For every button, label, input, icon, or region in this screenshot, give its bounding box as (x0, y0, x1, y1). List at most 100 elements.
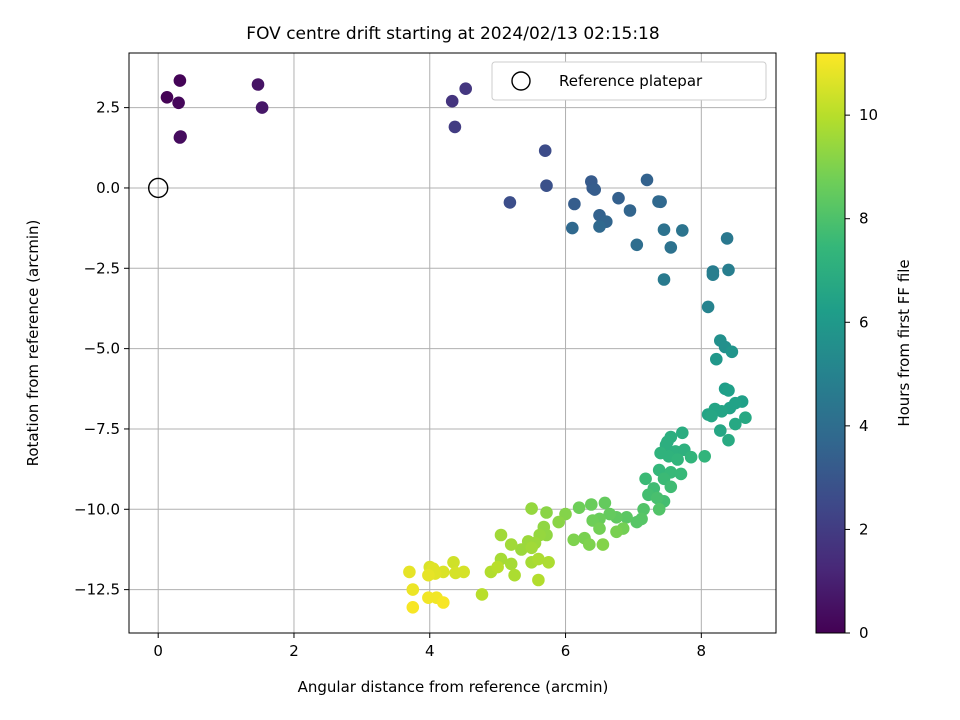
data-point (540, 179, 553, 192)
data-point (676, 224, 689, 237)
reference-marker-group (147, 177, 169, 199)
y-tick-label: 2.5 (96, 99, 120, 117)
data-point (572, 501, 586, 514)
colorbar-tick-label: 0 (859, 624, 869, 642)
data-point (630, 515, 644, 529)
y-tick-label: −10.0 (74, 500, 120, 518)
y-tick-label: 0.0 (96, 179, 120, 197)
data-point (504, 557, 518, 571)
data-point (674, 467, 688, 481)
data-point (585, 498, 598, 511)
data-point (567, 533, 580, 547)
data-point (172, 96, 185, 110)
x-axis-label: Angular distance from reference (arcmin) (298, 678, 609, 696)
data-point (671, 453, 684, 466)
colorbar-tick-label: 6 (859, 313, 869, 331)
data-point (596, 538, 610, 551)
data-point (525, 541, 538, 555)
colorbar-gradient (815, 52, 846, 634)
data-point (583, 538, 596, 551)
data-point (508, 568, 521, 582)
data-point (255, 101, 269, 114)
data-point (664, 480, 678, 494)
data-point (652, 503, 666, 516)
y-tick-label: −2.5 (84, 259, 120, 277)
data-point (623, 204, 637, 217)
x-tick-label: 8 (697, 642, 707, 660)
data-point (525, 502, 538, 515)
data-point (684, 450, 698, 464)
x-tick-label: 0 (153, 642, 163, 660)
x-tick-label: 2 (289, 642, 299, 660)
data-point (173, 74, 187, 87)
data-point (406, 583, 420, 596)
data-point (447, 556, 460, 569)
data-point (630, 238, 644, 252)
data-point (515, 543, 528, 556)
data-point (448, 120, 462, 134)
data-point (251, 78, 265, 91)
y-tick-label: −5.0 (84, 340, 120, 358)
data-point (603, 507, 616, 521)
data-point (657, 273, 671, 286)
y-axis-label: Rotation from reference (arcmin) (24, 220, 42, 467)
data-point (725, 345, 739, 359)
x-tick-label: 4 (425, 642, 435, 660)
data-point (503, 196, 517, 209)
data-point (160, 91, 174, 104)
data-point (612, 191, 625, 205)
colorbar-tick-label: 8 (859, 210, 869, 228)
data-point (722, 384, 735, 397)
data-point (449, 566, 462, 580)
data-point (494, 528, 508, 542)
data-point (174, 130, 187, 143)
data-point (504, 538, 518, 551)
colorbar-label: Hours from first FF file (895, 259, 913, 426)
data-point (720, 232, 734, 245)
data-point (706, 268, 720, 282)
data-point (538, 144, 552, 157)
data-point (710, 352, 723, 366)
data-point (593, 522, 606, 535)
grid-lines (129, 53, 776, 633)
data-point (640, 173, 654, 187)
data-point (406, 601, 420, 614)
legend: Reference platepar (491, 61, 767, 101)
data-point (403, 565, 416, 579)
data-point (532, 552, 545, 566)
plot-area-frame (128, 52, 777, 634)
data-point (475, 588, 489, 601)
data-point (676, 426, 689, 440)
data-point (540, 506, 553, 519)
data-point (739, 411, 752, 425)
data-point (654, 195, 667, 209)
data-point (532, 573, 545, 587)
data-points (160, 74, 752, 614)
x-tick-label: 6 (561, 642, 571, 660)
data-point (491, 560, 504, 574)
colorbar-tick-label: 10 (859, 106, 878, 124)
data-point (698, 450, 711, 463)
data-point (620, 511, 633, 524)
data-point (664, 241, 678, 254)
legend-box (491, 61, 767, 101)
data-point (714, 424, 727, 437)
data-point (445, 94, 459, 108)
data-point (422, 568, 435, 582)
data-point (598, 496, 612, 510)
data-point (701, 300, 715, 314)
data-point (593, 220, 606, 233)
data-point (552, 515, 565, 529)
data-point (637, 503, 650, 516)
legend-reference-marker (511, 71, 531, 91)
data-point (722, 433, 735, 447)
data-point (459, 82, 473, 95)
colorbar: 0 2 4 6 8 10 Hours from first FF file (815, 52, 913, 642)
data-point (639, 472, 652, 486)
data-point (542, 556, 555, 569)
data-point (610, 525, 623, 539)
data-point (568, 197, 581, 211)
data-point (722, 263, 735, 277)
data-point (588, 183, 601, 196)
